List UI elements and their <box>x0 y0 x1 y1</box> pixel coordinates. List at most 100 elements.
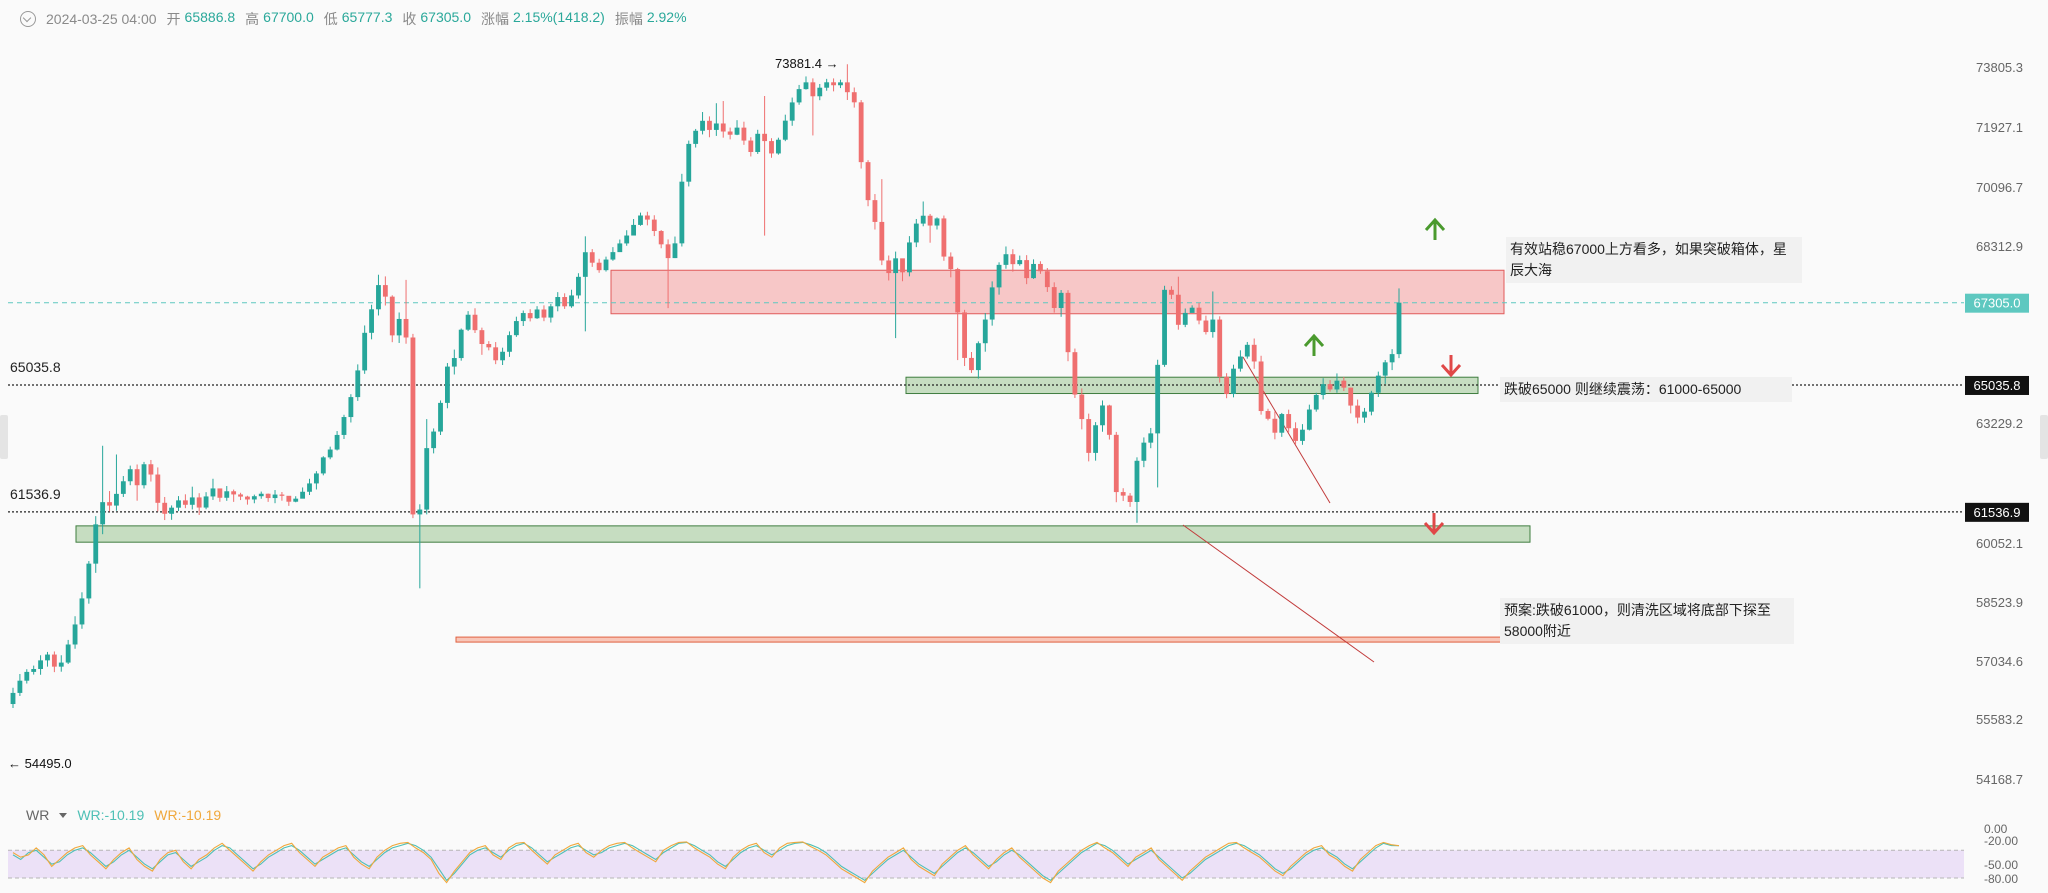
candle-body <box>438 402 443 432</box>
candle-body <box>886 260 892 274</box>
candle-body <box>872 200 878 222</box>
candle-body <box>782 120 788 140</box>
candle-body <box>141 464 147 486</box>
arrow-head <box>1424 217 1446 232</box>
right-panel-handle[interactable] <box>2040 415 2048 459</box>
candle-body <box>100 502 106 525</box>
candle-body <box>644 215 650 220</box>
candle-body <box>603 259 609 271</box>
candle-body <box>651 219 657 232</box>
candle-body <box>941 218 947 257</box>
trend-line-2 <box>1182 524 1375 663</box>
support-zone-2 <box>75 525 1531 543</box>
candle-body <box>893 258 899 274</box>
candle-body <box>658 231 664 245</box>
price-tick-label: 54168.7 <box>1976 772 2023 787</box>
wr-tick-label: 0.00 <box>1984 822 2008 836</box>
candle-body <box>1051 287 1057 308</box>
candle-body <box>1348 387 1354 406</box>
price-axis[interactable]: 65035.8 61536.9 73805.3 71927.1 70096.7 68312… <box>1965 60 2029 787</box>
candle-body <box>879 221 885 261</box>
candle-body <box>134 469 140 486</box>
candle-body <box>631 224 637 236</box>
wr-indicator-pane: 0.00-20.00 -50.00-80.00 <box>8 822 2018 886</box>
price-tick-label: 68312.9 <box>1976 239 2023 254</box>
candle-body <box>320 457 326 474</box>
wr-label[interactable]: WR <box>26 807 50 823</box>
candle-body <box>210 488 216 497</box>
candle-body <box>576 276 581 296</box>
candle-body <box>707 120 712 130</box>
candle-body <box>1155 364 1161 434</box>
candle-body <box>362 332 368 371</box>
candle-body <box>169 507 175 514</box>
candle-body <box>1279 414 1285 433</box>
candle-body <box>1058 292 1064 308</box>
candle-body <box>79 598 85 625</box>
candle-body <box>1217 319 1223 377</box>
candle-body <box>410 337 416 515</box>
low-label: 低 <box>323 11 338 27</box>
candle-body <box>10 692 16 705</box>
ohlc-header: 2024-03-25 04:00 开 65886.8 高 67700.0 低 6577… <box>20 8 687 30</box>
wr-legend: WR WR:-10.19 WR:-10.19 <box>26 807 221 823</box>
candle-body <box>251 496 257 500</box>
candle-body <box>748 140 754 152</box>
candle-body <box>348 397 354 418</box>
candle-body <box>582 252 588 277</box>
low-marker: ← 54495.0 <box>8 756 72 771</box>
candle-body <box>217 488 223 498</box>
candle-body <box>1327 384 1333 390</box>
candle-body <box>541 309 547 318</box>
candle-body <box>1300 429 1305 441</box>
amplitude-label: 振幅 <box>614 11 643 27</box>
candle-body <box>562 297 568 307</box>
wr-line-2 <box>12 841 1400 884</box>
candle-body <box>1127 495 1133 502</box>
collapse-toggle-icon[interactable] <box>20 11 36 27</box>
candle-body <box>500 351 505 361</box>
candle-body <box>907 242 912 273</box>
left-panel-handle[interactable] <box>0 415 8 459</box>
candle-body <box>596 262 602 271</box>
candle-body <box>196 497 202 508</box>
candle-body <box>1024 260 1030 279</box>
wr-tick-label: -80.00 <box>1984 872 2018 886</box>
candle-body <box>376 285 381 310</box>
candle-body <box>534 309 540 319</box>
candle-body <box>479 330 485 345</box>
candle-body <box>624 235 630 244</box>
wr-tick-label: -50.00 <box>1984 858 2018 872</box>
candle-body <box>114 493 119 506</box>
candle-body <box>1231 368 1236 395</box>
change-value: 2.15%(1418.2) <box>512 9 605 25</box>
price-tick-label: 70096.7 <box>1976 180 2023 195</box>
candle-body <box>396 318 402 336</box>
candle-body <box>369 309 374 333</box>
candle-body <box>851 92 857 103</box>
change-label: 涨幅 <box>480 11 509 27</box>
candle-body <box>1044 271 1050 288</box>
candle-body <box>1251 344 1257 362</box>
candle-body <box>1293 428 1298 441</box>
candle-body <box>1375 375 1381 393</box>
candle-body <box>155 474 161 503</box>
candle-body <box>1106 405 1112 435</box>
wr-line-1 <box>12 841 1400 882</box>
candle-body <box>1396 302 1402 355</box>
candle-body <box>1320 384 1326 395</box>
candle-body <box>189 497 195 505</box>
wr-dropdown-icon[interactable] <box>59 812 68 818</box>
candle-body <box>1010 254 1016 265</box>
candle-body <box>334 434 340 450</box>
overlay-layer: 65035.8 61536.9 73881.4 → ← 54495.0 <box>8 56 1462 771</box>
candle-body <box>58 662 64 667</box>
candle-body <box>913 223 919 243</box>
candle-body <box>245 496 250 500</box>
candle-body <box>713 123 719 130</box>
candle-body <box>838 82 843 86</box>
candle-body <box>293 498 299 502</box>
candle-body <box>65 644 71 663</box>
candle-body <box>720 123 726 132</box>
